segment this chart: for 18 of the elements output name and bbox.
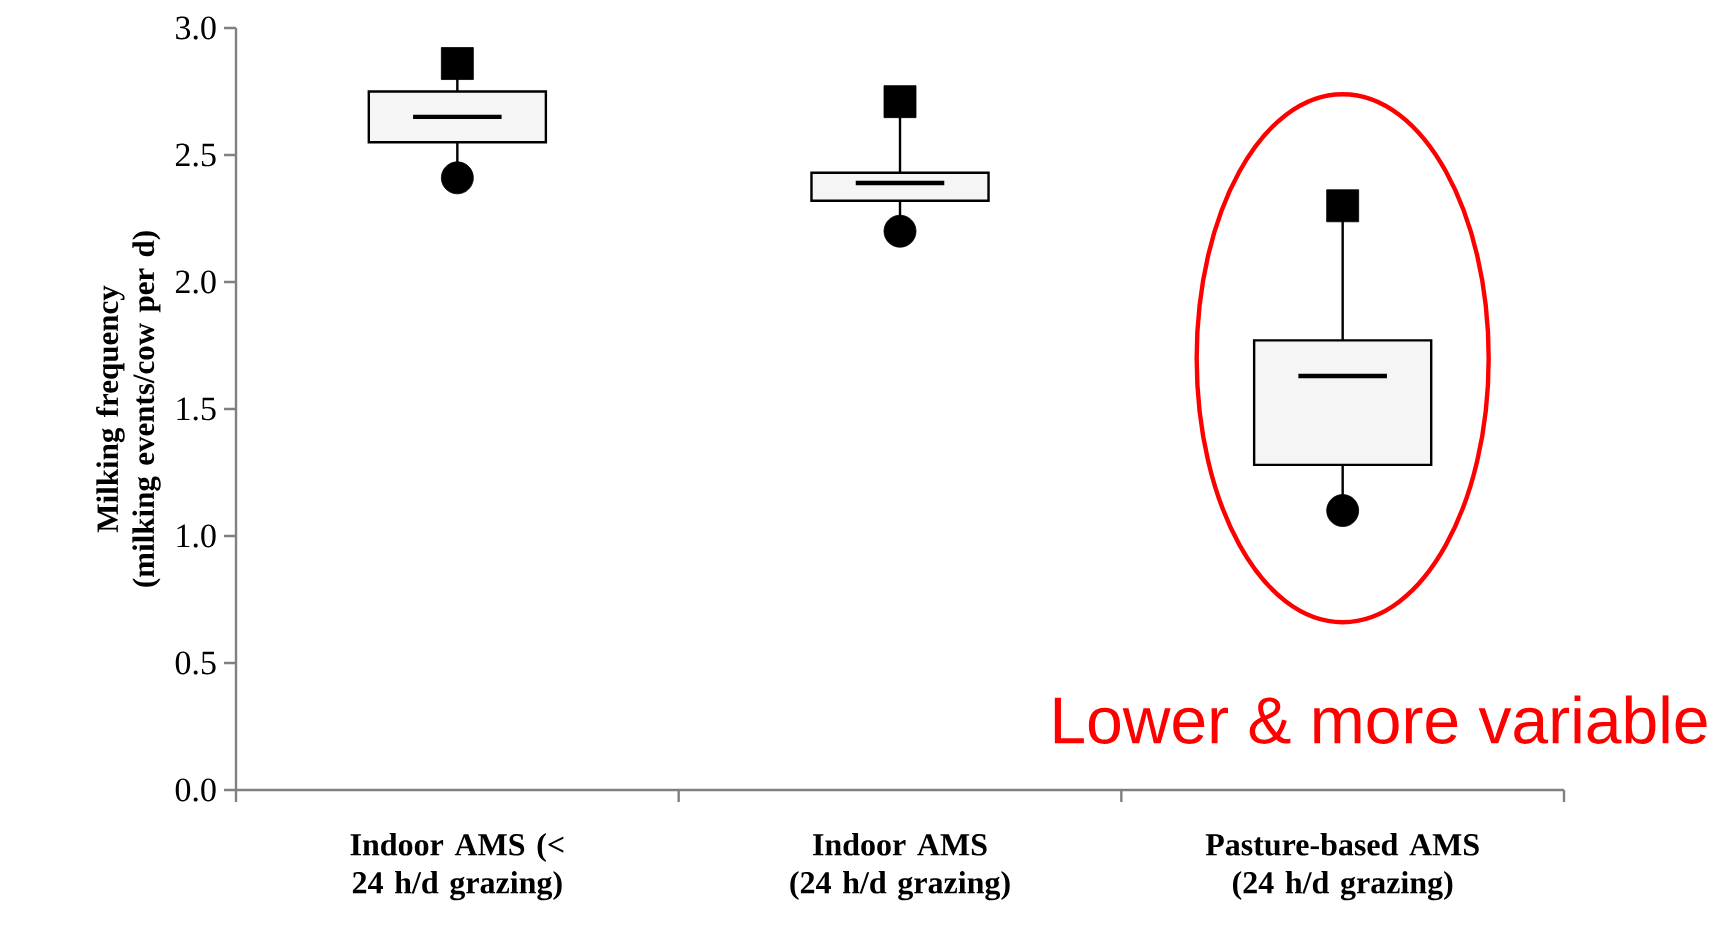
- x-tick-label: Indoor AMS (< 24 h/d grazing): [350, 833, 564, 901]
- y-tick-label: 0.5: [175, 651, 216, 675]
- point: [1326, 189, 1360, 223]
- y-axis-title: Milking frequency (milking events/cow per d): [96, 231, 161, 587]
- x-tick-label: Indoor AMS (24 h/d grazing): [790, 833, 1010, 901]
- y-tick-label: 1.0: [177, 524, 216, 548]
- y-tick-label: 2.5: [175, 143, 216, 167]
- y-tick-label: 3.0: [176, 16, 216, 40]
- y-tick-label: 1.5: [177, 397, 216, 421]
- annotation: Lower & more variable: [1054, 695, 1707, 744]
- x-tick-label: Pasture-based AMS (24 h/d grazing): [1205, 833, 1479, 901]
- point: [1326, 494, 1360, 527]
- point: [440, 47, 474, 80]
- point: [883, 85, 917, 119]
- y-tick-label: 2.0: [175, 270, 216, 294]
- point: [440, 161, 474, 195]
- y-tick-label: 0.0: [175, 778, 216, 802]
- point: [883, 214, 917, 248]
